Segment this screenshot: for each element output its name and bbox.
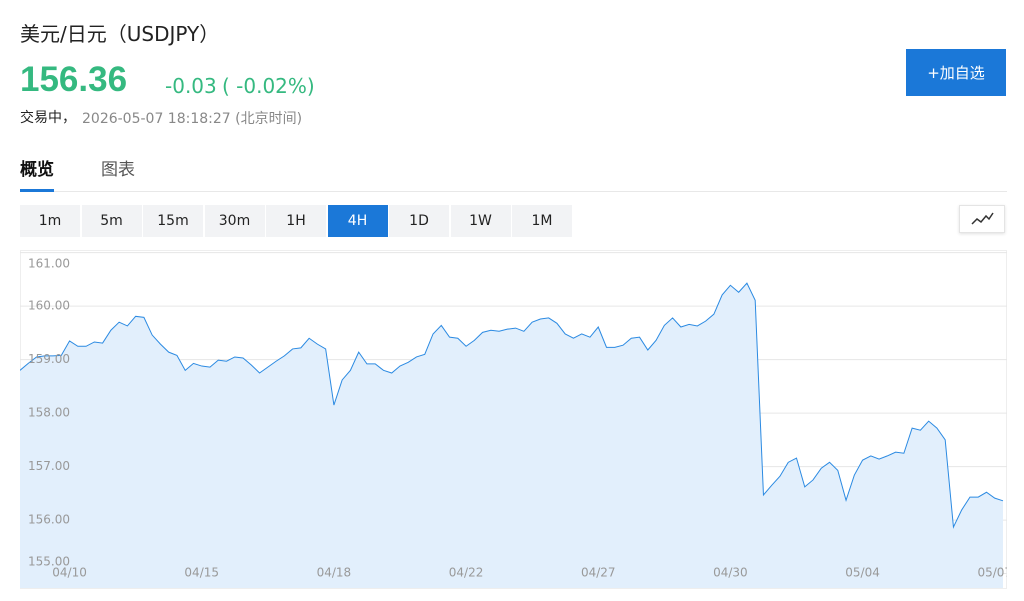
interval-button[interactable]: 5m xyxy=(81,205,142,237)
interval-button[interactable]: 1D xyxy=(389,205,449,237)
tab[interactable]: 图表 xyxy=(101,160,135,180)
plot-area: 155.00 156.00 157.00 158.00 159.00 160.00 161.… xyxy=(20,252,1012,588)
market-status: 交易中， xyxy=(20,110,76,126)
chart-type-button[interactable] xyxy=(959,205,1005,233)
tab-bar: 概览 图表 xyxy=(20,155,1007,192)
x-tick-label: 04/27 xyxy=(581,566,616,580)
x-tick-label: 05/07 xyxy=(977,566,1012,580)
chart-type-icon xyxy=(971,212,994,225)
y-tick-label: 157.00 xyxy=(28,459,70,473)
y-tick-label: 156.00 xyxy=(28,513,70,527)
x-tick-label: 04/15 xyxy=(184,566,219,580)
price: 156.36 xyxy=(20,60,128,99)
interval-button[interactable]: 30m xyxy=(204,205,265,237)
add-watchlist-button[interactable]: +加自选 xyxy=(906,49,1006,96)
interval-button[interactable]: 15m xyxy=(143,205,203,237)
interval-button[interactable]: 1m xyxy=(20,205,80,237)
tab[interactable]: 概览 xyxy=(20,155,54,192)
x-tick-label: 04/18 xyxy=(317,566,352,580)
interval-button[interactable]: 1H xyxy=(266,205,326,237)
x-tick-label: 04/30 xyxy=(713,566,748,580)
page-title: 美元/日元（USDJPY） xyxy=(20,22,220,46)
price-change-percent: ( -0.02%) xyxy=(222,74,315,98)
timestamp: 2026-05-07 18:18:27 (北京时间) xyxy=(82,111,303,127)
interval-button[interactable]: 1M xyxy=(512,205,572,237)
y-tick-label: 159.00 xyxy=(28,352,70,366)
interval-bar: 1m 5m 15m 30m 1H 4H 1D 1W 1M xyxy=(20,205,574,237)
price-change: -0.03 xyxy=(165,74,217,98)
y-tick-label: 161.00 xyxy=(28,257,70,271)
y-tick-label: 158.00 xyxy=(28,406,70,420)
x-tick-label: 05/04 xyxy=(845,566,880,580)
y-tick-label: 155.00 xyxy=(28,555,70,569)
y-tick-label: 160.00 xyxy=(28,299,70,313)
interval-button[interactable]: 4H xyxy=(327,205,388,237)
x-tick-label: 04/10 xyxy=(52,566,87,580)
interval-button[interactable]: 1W xyxy=(450,205,511,237)
price-line xyxy=(20,282,1004,529)
x-tick-label: 04/22 xyxy=(449,566,484,580)
